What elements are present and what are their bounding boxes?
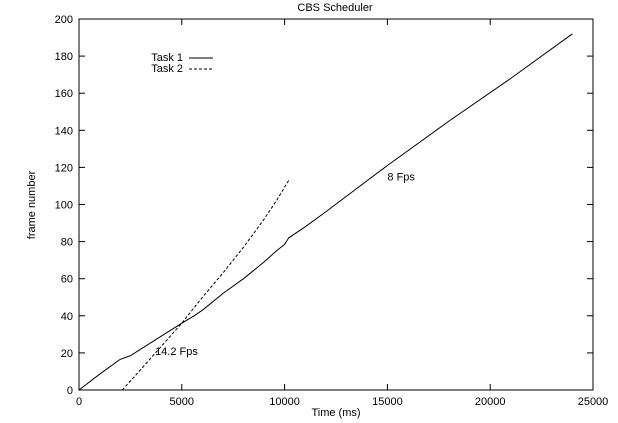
y-tick-label: 60 xyxy=(61,274,73,286)
y-tick-label: 80 xyxy=(61,237,73,249)
y-tick-label: 120 xyxy=(55,162,73,174)
y-tick-label: 100 xyxy=(55,200,73,212)
chart-title: CBS Scheduler xyxy=(297,2,373,14)
legend-label-task-1: Task 1 xyxy=(151,52,183,64)
axis-ticks: 0 5000 10000 15000 20000 25000 0 20 40 60 80 100 120… xyxy=(55,14,609,408)
annotation-label-2: 14.2 Fps xyxy=(155,346,198,358)
y-tick-label: 0 xyxy=(67,385,73,397)
y-tick-label: 40 xyxy=(61,311,73,323)
y-axis-title: frame number xyxy=(26,170,38,239)
x-tick-label: 5000 xyxy=(170,396,194,408)
x-axis-title: Time (ms) xyxy=(311,407,360,419)
y-tick-label: 160 xyxy=(55,88,73,100)
annotations: 8 Fps 14.2 Fps xyxy=(155,171,415,357)
series-line-task-1 xyxy=(78,33,573,391)
y-tick-label: 20 xyxy=(61,348,73,360)
y-tick-label: 140 xyxy=(55,125,73,137)
y-tick-label: 200 xyxy=(55,14,73,26)
x-tick-label: 25000 xyxy=(578,396,609,408)
x-tick-label: 15000 xyxy=(372,396,403,408)
legend-label-task-2: Task 2 xyxy=(151,63,183,75)
y-tick-label: 180 xyxy=(55,51,73,63)
annotation-label-1: 8 Fps xyxy=(387,171,415,183)
series-line-task-2 xyxy=(121,180,290,391)
series-layer xyxy=(78,33,573,391)
x-tick-label: 0 xyxy=(76,396,82,408)
x-tick-label: 20000 xyxy=(475,396,506,408)
x-tick-label: 10000 xyxy=(269,396,300,408)
